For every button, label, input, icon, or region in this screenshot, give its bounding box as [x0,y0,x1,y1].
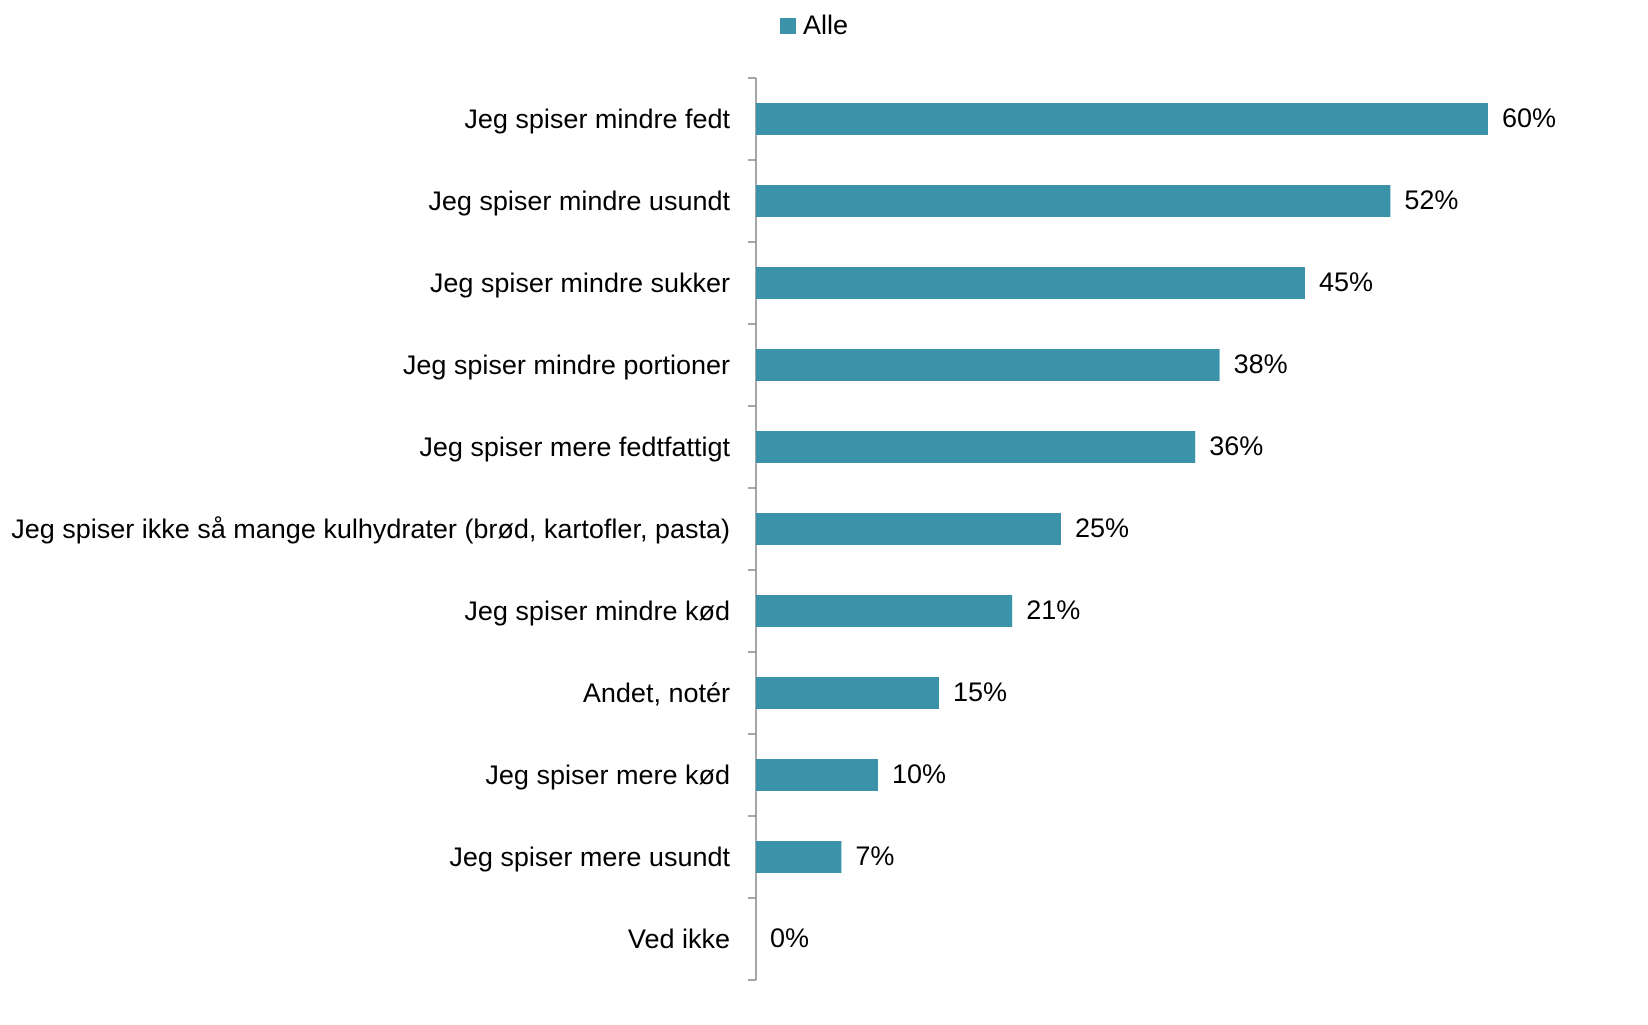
y-tick-label: Jeg spiser mindre sukker [429,268,730,298]
y-tick-label: Jeg spiser mere fedtfattigt [419,432,730,462]
bar [756,513,1061,545]
category-label-box: Jeg spiser mindre fedt [8,78,730,160]
category-label-box: Jeg spiser ikke så mange kulhydrater (br… [8,488,730,570]
y-tick-label: Jeg spiser mere usundt [449,842,730,872]
data-label: 52% [1404,185,1458,215]
category-label-box: Jeg spiser mere fedtfattigt [8,406,730,488]
category-label-box: Ved ikke [8,898,730,980]
bar [756,431,1196,463]
bar [756,349,1220,381]
data-label: 25% [1075,513,1129,543]
y-tick-label: Jeg spiser mere kød [485,760,730,790]
bar [756,841,842,873]
bar [756,103,1488,135]
category-label-box: Jeg spiser mindre kød [8,570,730,652]
data-label: 45% [1319,267,1373,297]
legend-label: Alle [803,10,848,40]
category-label-box: Andet, notér [8,652,730,734]
category-label-box: Jeg spiser mindre portioner [8,324,730,406]
category-label-box: Jeg spiser mindre usundt [8,160,730,242]
category-label-box: Jeg spiser mere usundt [8,816,730,898]
data-label: 0% [770,923,809,953]
data-label: 15% [953,677,1007,707]
data-label: 60% [1502,103,1556,133]
bar [756,595,1013,627]
y-tick-label: Andet, notér [582,678,730,708]
data-label: 7% [855,841,894,871]
category-label-box: Jeg spiser mindre sukker [8,242,730,324]
y-tick-label: Jeg spiser mindre kød [464,596,730,626]
y-tick-label: Jeg spiser mindre usundt [428,186,730,216]
bar [756,267,1305,299]
category-label-box: Jeg spiser mere kød [8,734,730,816]
data-label: 38% [1234,349,1288,379]
bar [756,759,878,791]
legend-swatch [780,18,796,34]
data-label: 21% [1026,595,1080,625]
data-label: 36% [1209,431,1263,461]
bar [756,185,1391,217]
y-tick-label: Jeg spiser ikke så mange kulhydrater (br… [11,514,730,544]
y-tick-label: Jeg spiser mindre fedt [464,104,730,134]
y-tick-label: Jeg spiser mindre portioner [402,350,730,380]
data-label: 10% [892,759,946,789]
bar [756,677,939,709]
y-tick-label: Ved ikke [627,924,730,954]
